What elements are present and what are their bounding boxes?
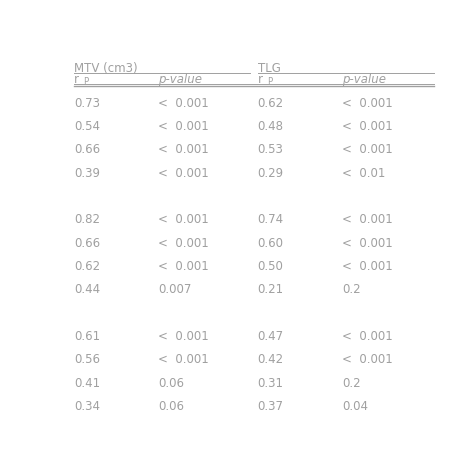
Text: r: r bbox=[258, 73, 263, 86]
Text: 0.56: 0.56 bbox=[74, 354, 100, 366]
Text: <  0.001: < 0.001 bbox=[158, 260, 209, 273]
Text: <  0.001: < 0.001 bbox=[342, 330, 393, 343]
Text: TLG: TLG bbox=[258, 63, 281, 75]
Text: <  0.001: < 0.001 bbox=[342, 120, 393, 133]
Text: p-value: p-value bbox=[158, 73, 202, 86]
Text: 0.66: 0.66 bbox=[74, 237, 100, 250]
Text: 0.04: 0.04 bbox=[342, 400, 368, 413]
Text: 0.34: 0.34 bbox=[74, 400, 100, 413]
Text: 0.06: 0.06 bbox=[158, 400, 184, 413]
Text: P: P bbox=[267, 77, 272, 86]
Text: 0.50: 0.50 bbox=[258, 260, 283, 273]
Text: 0.31: 0.31 bbox=[258, 377, 283, 390]
Text: <  0.001: < 0.001 bbox=[342, 354, 393, 366]
Text: <  0.001: < 0.001 bbox=[342, 213, 393, 227]
Text: 0.66: 0.66 bbox=[74, 143, 100, 156]
Text: <  0.001: < 0.001 bbox=[158, 120, 209, 133]
Text: <  0.001: < 0.001 bbox=[342, 97, 393, 109]
Text: <  0.001: < 0.001 bbox=[158, 237, 209, 250]
Text: 0.44: 0.44 bbox=[74, 283, 100, 296]
Text: 0.62: 0.62 bbox=[74, 260, 100, 273]
Text: 0.21: 0.21 bbox=[258, 283, 284, 296]
Text: 0.82: 0.82 bbox=[74, 213, 100, 227]
Text: 0.73: 0.73 bbox=[74, 97, 100, 109]
Text: 0.54: 0.54 bbox=[74, 120, 100, 133]
Text: 0.2: 0.2 bbox=[342, 377, 361, 390]
Text: 0.47: 0.47 bbox=[258, 330, 284, 343]
Text: <  0.001: < 0.001 bbox=[158, 143, 209, 156]
Text: 0.39: 0.39 bbox=[74, 167, 100, 180]
Text: 0.48: 0.48 bbox=[258, 120, 283, 133]
Text: <  0.001: < 0.001 bbox=[158, 354, 209, 366]
Text: 0.74: 0.74 bbox=[258, 213, 284, 227]
Text: 0.29: 0.29 bbox=[258, 167, 284, 180]
Text: <  0.001: < 0.001 bbox=[158, 330, 209, 343]
Text: <  0.001: < 0.001 bbox=[342, 143, 393, 156]
Text: <  0.001: < 0.001 bbox=[158, 213, 209, 227]
Text: P: P bbox=[83, 77, 88, 86]
Text: 0.42: 0.42 bbox=[258, 354, 284, 366]
Text: <  0.01: < 0.01 bbox=[342, 167, 385, 180]
Text: 0.53: 0.53 bbox=[258, 143, 283, 156]
Text: 0.007: 0.007 bbox=[158, 283, 192, 296]
Text: 0.60: 0.60 bbox=[258, 237, 283, 250]
Text: 0.62: 0.62 bbox=[258, 97, 284, 109]
Text: 0.41: 0.41 bbox=[74, 377, 100, 390]
Text: 0.61: 0.61 bbox=[74, 330, 100, 343]
Text: 0.06: 0.06 bbox=[158, 377, 184, 390]
Text: r: r bbox=[74, 73, 79, 86]
Text: MTV (cm3): MTV (cm3) bbox=[74, 63, 137, 75]
Text: <  0.001: < 0.001 bbox=[158, 97, 209, 109]
Text: p-value: p-value bbox=[342, 73, 386, 86]
Text: 0.37: 0.37 bbox=[258, 400, 283, 413]
Text: 0.2: 0.2 bbox=[342, 283, 361, 296]
Text: <  0.001: < 0.001 bbox=[342, 237, 393, 250]
Text: <  0.001: < 0.001 bbox=[158, 167, 209, 180]
Text: <  0.001: < 0.001 bbox=[342, 260, 393, 273]
